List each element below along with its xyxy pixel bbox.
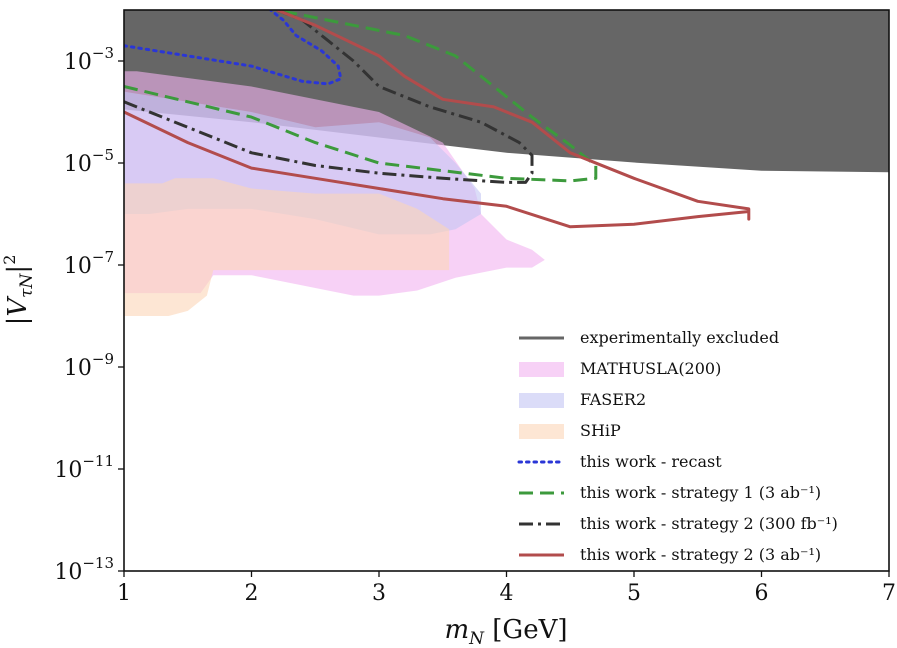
y-tick-label: 10−5	[64, 146, 114, 177]
y-tick-label: 10−11	[54, 452, 114, 483]
x-axis: 1 2 3 4 5 6 7	[117, 571, 896, 606]
x-tick-label: 1	[117, 581, 131, 606]
x-axis-title: mN [GeV]	[444, 615, 567, 648]
y-tick-label: 10−7	[64, 248, 114, 279]
x-tick-label: 4	[500, 581, 514, 606]
legend-label-faser2: FASER2	[580, 390, 646, 409]
series-experimentally-excluded-region	[124, 10, 889, 173]
x-tick-label: 2	[245, 581, 259, 606]
legend-label-this-work-recast: this work - recast	[580, 452, 722, 471]
legend-label-mathusla-200: MATHUSLA(200)	[580, 359, 721, 378]
x-tick-label: 7	[882, 581, 896, 606]
series-this-work-recast-line	[124, 10, 343, 86]
legend-swatch-faser2	[519, 393, 564, 408]
plot-area	[124, 10, 889, 316]
x-tick-label: 3	[372, 581, 386, 606]
legend-label-this-work-strategy-2-300-fb: this work - strategy 2 (300 fb⁻¹)	[580, 514, 838, 533]
y-tick-label: 10−9	[64, 350, 114, 381]
y-tick-label: 10−3	[64, 44, 114, 75]
legend-label-ship: SHiP	[580, 421, 621, 440]
x-tick-label: 5	[627, 581, 641, 606]
x-tick-label: 6	[755, 581, 769, 606]
legend-label-experimentally-excluded: experimentally excluded	[580, 328, 779, 347]
series-this-work-strategy-2-300-fb-line	[124, 10, 534, 184]
legend-swatch-ship	[519, 424, 564, 439]
y-tick-label: 10−13	[54, 554, 114, 585]
legend-label-this-work-strategy-1-3-ab: this work - strategy 1 (3 ab⁻¹)	[580, 483, 821, 502]
y-axis: 10−13 10−11 10−9 10−7 10−5 10−3	[54, 44, 124, 585]
series-this-work-strategy-1-3-ab-line	[124, 10, 598, 183]
y-axis-title: |VτN|2	[0, 255, 37, 326]
series-this-work-strategy-2-3-ab-line	[124, 10, 751, 229]
legend-swatch-mathusla-200	[519, 362, 564, 377]
legend: experimentally excluded MATHUSLA(200) FASE…	[517, 328, 838, 564]
legend-label-this-work-strategy-2-3-ab: this work - strategy 2 (3 ab⁻¹)	[580, 545, 821, 564]
series-ship-region	[124, 178, 450, 316]
